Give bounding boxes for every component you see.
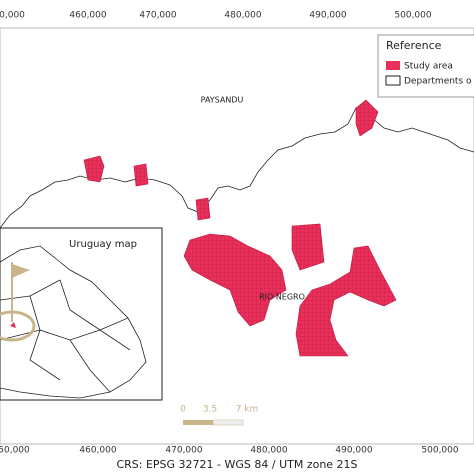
inset-title: Uruguay map	[69, 239, 137, 250]
legend-title: Reference	[386, 39, 442, 52]
department-boundary	[0, 103, 474, 229]
legend-label: Study area	[404, 62, 453, 72]
inset-map: Uruguay map	[0, 227, 163, 401]
coordinate-label: 460,000	[69, 11, 106, 21]
scale-segment	[183, 420, 213, 425]
coordinate-label: 50,000	[0, 446, 30, 456]
crs-label: CRS: EPSG 32721 - WGS 84 / UTM zone 21S	[116, 458, 357, 471]
scale-bar: 0 3.5 7 km	[180, 405, 258, 426]
scale-label: 7 km	[236, 405, 259, 415]
coordinate-label: 500,000	[394, 11, 431, 21]
scale-label: 0	[180, 405, 186, 415]
coordinate-label: 480,000	[224, 11, 261, 21]
legend-swatch	[385, 75, 401, 86]
legend-swatch	[386, 61, 400, 70]
map-frame	[0, 27, 474, 445]
coordinate-label: 470,000	[139, 11, 176, 21]
place-label: PAYSANDU	[201, 96, 244, 105]
inset-frame	[0, 227, 163, 401]
coordinate-label: 480,000	[250, 446, 287, 456]
coordinate-label: 470,000	[165, 446, 202, 456]
place-label: RIO NEGRO	[259, 293, 305, 302]
coordinate-label: 490,000	[309, 11, 346, 21]
coordinate-label: 500,000	[421, 446, 458, 456]
coordinate-label: 490,000	[335, 446, 372, 456]
coordinate-label: 460,000	[79, 446, 116, 456]
study-area	[83, 99, 397, 357]
coordinate-label: 0,000	[0, 11, 25, 21]
legend: Reference Study area Departments o	[377, 34, 474, 98]
scale-segment	[212, 419, 244, 426]
scale-label: 3.5	[203, 405, 217, 415]
legend-label: Departments o	[404, 77, 472, 87]
